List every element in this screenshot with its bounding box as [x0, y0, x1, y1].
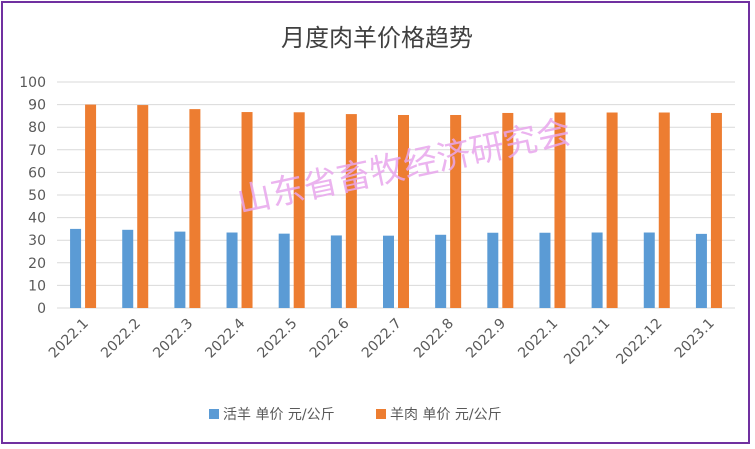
x-tick-label: 2022.5: [255, 316, 301, 362]
x-tick-label: 2022.12: [613, 316, 665, 368]
y-tick-label: 80: [28, 120, 46, 136]
chart-frame: [1, 1, 750, 444]
bar-mutton: [658, 112, 670, 308]
x-tick-label: 2022.1: [515, 316, 561, 362]
bar-live-sheep: [695, 233, 707, 308]
bar-live-sheep: [70, 228, 82, 308]
bar-mutton: [606, 112, 618, 308]
bar-live-sheep: [591, 232, 603, 308]
bar-live-sheep: [487, 232, 499, 308]
bar-mutton: [345, 114, 357, 308]
bar-live-sheep: [435, 234, 447, 308]
x-tick-label: 2022.6: [307, 315, 353, 361]
y-tick-label: 40: [28, 211, 46, 227]
y-tick-label: 20: [28, 256, 46, 272]
y-tick-label: 70: [28, 143, 46, 159]
chart-title: 月度肉羊价格趋势: [281, 24, 473, 52]
y-tick-label: 10: [28, 278, 46, 294]
bar-mutton: [450, 114, 462, 308]
bar-live-sheep: [330, 235, 342, 308]
bar-mutton: [502, 112, 514, 308]
legend: 活羊 单价 元/公斤 羊肉 单价 元/公斤: [209, 407, 502, 423]
bar-mutton: [137, 105, 149, 308]
y-tick-label: 0: [37, 301, 46, 317]
x-tick-label: 2023.1: [672, 316, 718, 362]
y-axis: 0 10 20 30 40 50 60 70 80 90 100: [19, 75, 46, 317]
x-tick-label: 2022.11: [561, 316, 613, 368]
bar-live-sheep: [278, 233, 290, 308]
x-tick-label: 2022.3: [150, 316, 196, 362]
x-tick-label: 2022.2: [98, 316, 144, 362]
y-tick-label: 50: [28, 188, 46, 204]
bar-live-sheep: [539, 232, 551, 308]
bar-mutton: [710, 112, 722, 308]
x-tick-label: 2022.8: [411, 316, 457, 362]
bar-mutton: [554, 112, 566, 308]
bars: [70, 104, 722, 309]
bar-mutton: [398, 114, 409, 308]
bar-live-sheep: [226, 232, 238, 308]
bar-mutton: [189, 109, 201, 309]
bar-mutton: [241, 112, 253, 308]
x-tick-label: 2022.1: [46, 316, 92, 362]
y-tick-label: 30: [28, 233, 46, 249]
bar-mutton: [85, 104, 97, 308]
x-tick-label: 2022.7: [359, 316, 405, 362]
legend-swatch: [376, 409, 386, 419]
bar-live-sheep: [122, 229, 134, 308]
legend-swatch: [209, 409, 219, 419]
y-tick-label: 60: [28, 165, 46, 181]
bar-live-sheep: [383, 235, 394, 308]
x-tick-label: 2022.9: [463, 316, 509, 362]
x-tick-label: 2022.4: [202, 315, 248, 361]
grid: [57, 81, 735, 309]
bar-live-sheep: [643, 232, 655, 308]
bar-live-sheep: [174, 231, 186, 308]
legend-label: 羊肉 单价 元/公斤: [390, 407, 502, 423]
y-tick-label: 100: [19, 75, 46, 91]
bar-mutton: [293, 112, 305, 308]
y-tick-label: 90: [28, 98, 46, 114]
legend-label: 活羊 单价 元/公斤: [223, 407, 335, 423]
x-axis: 2022.1 2022.2 2022.3 2022.4 2022.5 2022.6 2022…: [46, 315, 718, 367]
